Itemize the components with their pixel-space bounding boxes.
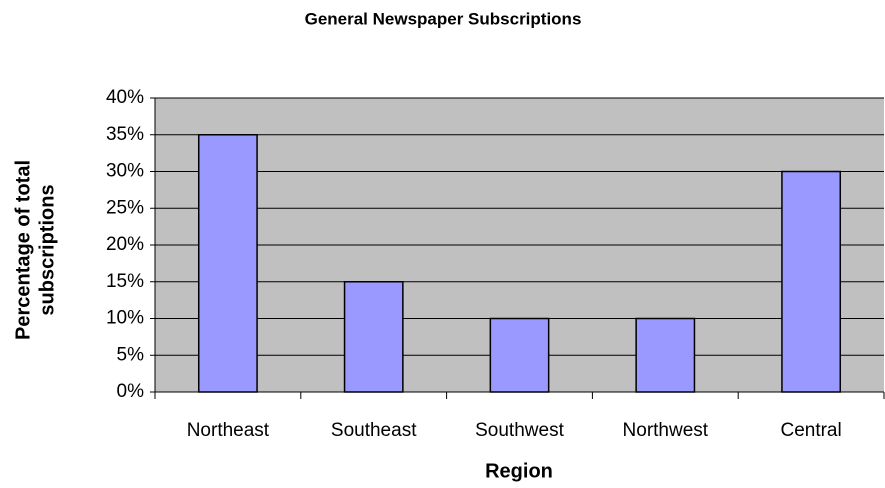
chart-title: General Newspaper Subscriptions (305, 9, 582, 28)
bar (781, 170, 842, 393)
x-tick-label: Northeast (187, 420, 270, 441)
y-tick-label: 30% (106, 161, 144, 182)
y-axis-title: Percentage of total (12, 160, 34, 340)
x-axis-title: Region (485, 460, 553, 482)
y-tick-label: 5% (117, 344, 145, 365)
x-tick-label: Southeast (331, 420, 417, 441)
y-tick-label: 10% (106, 308, 144, 329)
y-tick-label: 40% (106, 87, 144, 108)
bar (343, 281, 404, 393)
bar (197, 134, 258, 393)
x-tick-label: Northwest (623, 420, 709, 441)
y-tick-label: 0% (117, 381, 145, 402)
y-tick-label: 35% (106, 124, 144, 145)
y-tick-label: 20% (106, 234, 144, 255)
y-tick-label: 15% (106, 271, 144, 292)
y-tick-label: 25% (106, 197, 144, 218)
y-axis-title: subscriptions (36, 184, 58, 315)
x-tick-label: Central (780, 420, 841, 441)
bar (489, 317, 550, 393)
x-tick-label: Southwest (475, 420, 564, 441)
bar (635, 317, 696, 393)
